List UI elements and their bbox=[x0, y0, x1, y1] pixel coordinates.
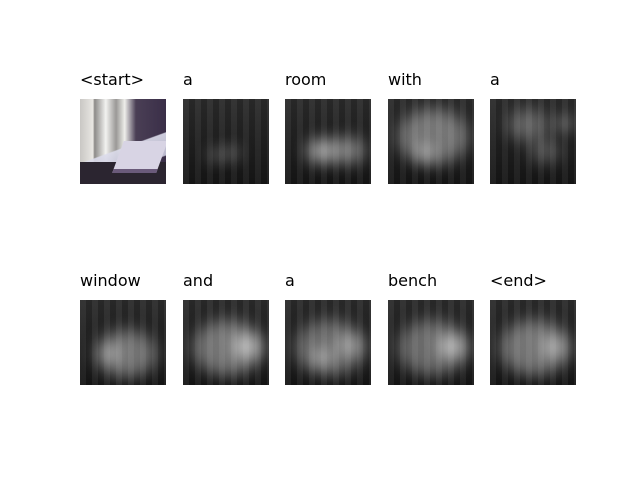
attention-map bbox=[285, 99, 371, 184]
panel-title: with bbox=[388, 70, 422, 89]
panel-title: <end> bbox=[490, 271, 547, 290]
panel-title: a bbox=[183, 70, 193, 89]
panel-title: and bbox=[183, 271, 214, 290]
attention-map bbox=[183, 99, 269, 184]
attention-map bbox=[80, 300, 166, 385]
attention-map bbox=[490, 99, 576, 184]
attention-map bbox=[490, 300, 576, 385]
panel-title: bench bbox=[388, 271, 438, 290]
attention-map bbox=[388, 300, 474, 385]
panel-title: a bbox=[490, 70, 500, 89]
attention-map bbox=[183, 300, 269, 385]
panel-title: a bbox=[285, 271, 295, 290]
attention-map bbox=[388, 99, 474, 184]
photo bbox=[80, 99, 166, 184]
panel-title: room bbox=[285, 70, 327, 89]
panel-title: <start> bbox=[80, 70, 145, 89]
panel-title: window bbox=[80, 271, 141, 290]
attention-map bbox=[285, 300, 371, 385]
